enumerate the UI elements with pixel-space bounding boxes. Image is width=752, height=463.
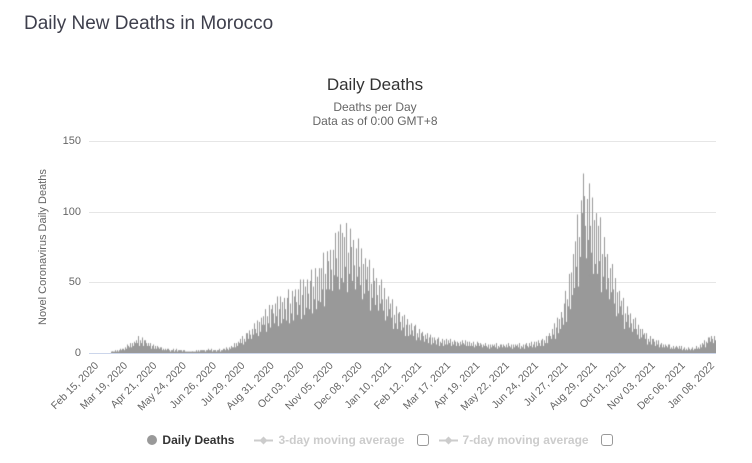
chart-container: Daily Deaths Deaths per Day Data as of 0… — [24, 70, 726, 460]
chart-title: Daily Deaths — [326, 75, 424, 94]
line-diamond-marker-icon — [254, 436, 274, 444]
checkbox-3day-moving-average[interactable] — [416, 434, 429, 446]
legend-item-daily-deaths[interactable]: Daily Deaths — [147, 433, 234, 447]
legend-item-7day-moving-average[interactable]: 7-day moving average — [438, 433, 589, 447]
y-tick-label: 0 — [74, 347, 81, 359]
y-tick-label: 50 — [68, 276, 81, 289]
y-tick-label: 150 — [62, 135, 81, 147]
circle-marker-icon — [147, 435, 158, 445]
chart-subtitle-line2: Data as of 0:00 GMT+8 — [312, 114, 438, 128]
chart-subtitle-line1: Deaths per Day — [333, 100, 417, 114]
y-tick-label: 100 — [62, 205, 81, 218]
x-axis-line — [89, 353, 716, 354]
checkbox-7day-moving-average[interactable] — [600, 434, 613, 446]
y-axis-title: Novel Coronavirus Daily Deaths — [37, 169, 49, 325]
legend-label-daily-deaths: Daily Deaths — [162, 433, 235, 447]
legend-item-3day-moving-average[interactable]: 3-day moving average — [254, 433, 405, 447]
legend: Daily Deaths 3-day moving average 7-day … — [24, 433, 726, 447]
line-diamond-marker-icon — [438, 436, 458, 444]
page-title: Daily New Deaths in Morocco — [24, 13, 274, 34]
legend-label-7day-moving-average: 7-day moving average — [462, 433, 589, 447]
daily-deaths-bar-series — [89, 141, 716, 353]
legend-label-3day-moving-average: 3-day moving average — [278, 433, 405, 447]
